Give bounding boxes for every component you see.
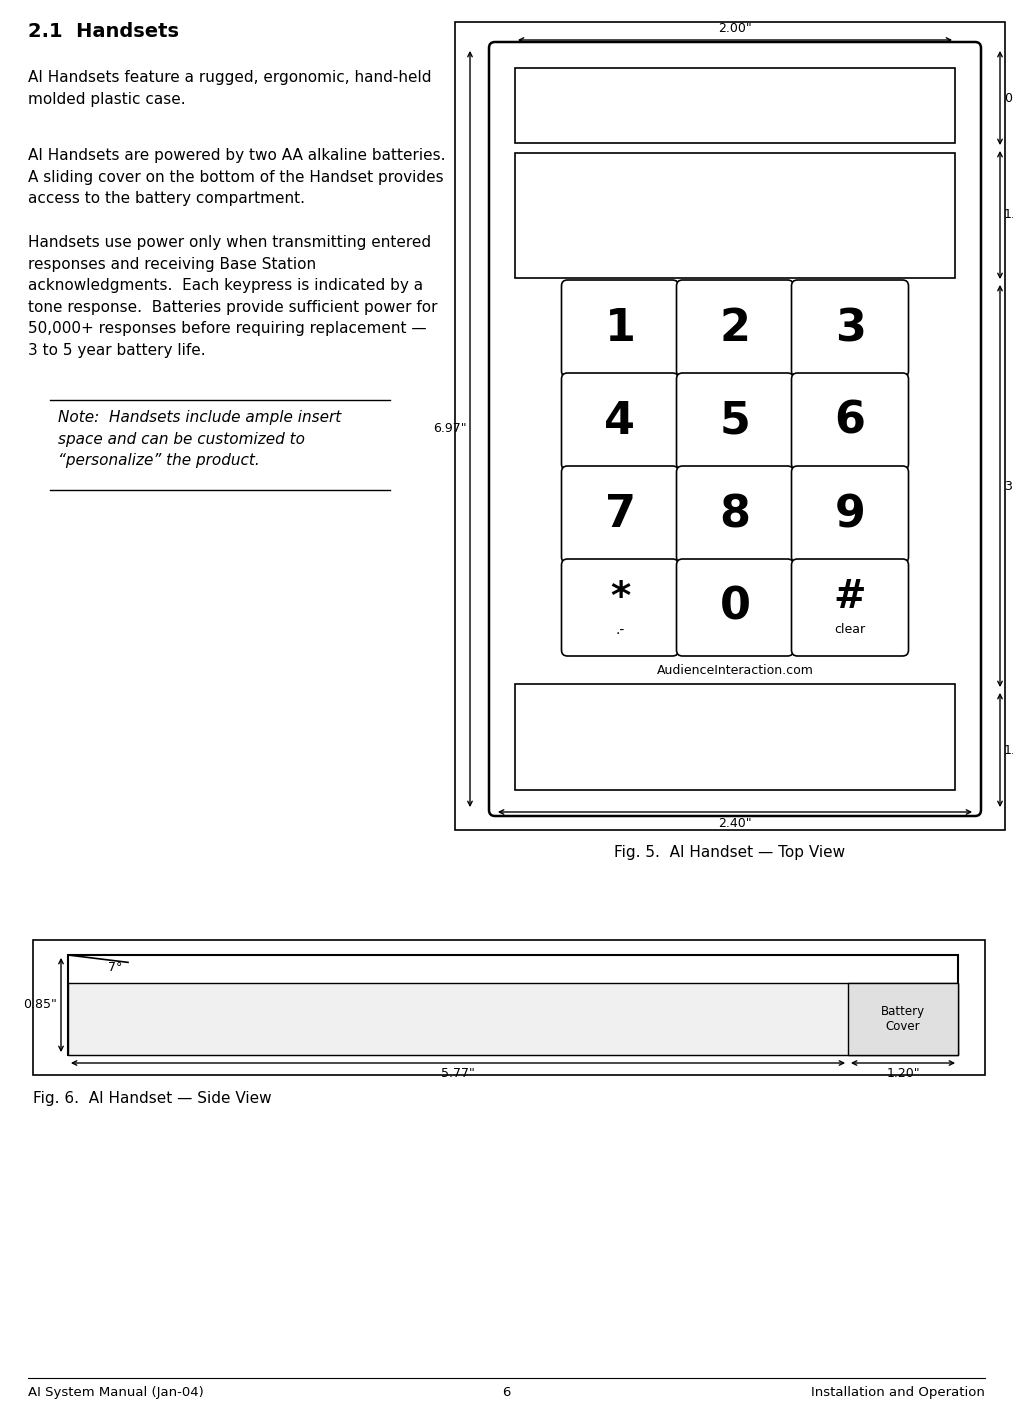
Text: 2.00": 2.00" [718, 23, 752, 35]
Text: AI Handsets feature a rugged, ergonomic, hand-held
molded plastic case.: AI Handsets feature a rugged, ergonomic,… [28, 70, 432, 107]
Bar [515, 153, 955, 277]
Bar [68, 983, 958, 1055]
Text: 6: 6 [835, 400, 865, 444]
FancyBboxPatch shape [791, 559, 909, 656]
Bar [515, 68, 955, 144]
FancyBboxPatch shape [561, 559, 679, 656]
Text: Battery
Cover: Battery Cover [881, 1004, 925, 1033]
Text: 7°: 7° [108, 962, 123, 974]
Text: clear: clear [835, 622, 865, 636]
Text: Handsets use power only when transmitting entered
responses and receiving Base S: Handsets use power only when transmittin… [28, 235, 438, 358]
FancyBboxPatch shape [561, 280, 679, 377]
FancyBboxPatch shape [791, 373, 909, 470]
FancyBboxPatch shape [791, 466, 909, 563]
Text: 1: 1 [605, 307, 635, 351]
FancyBboxPatch shape [561, 373, 679, 470]
Text: 6: 6 [501, 1385, 511, 1400]
Text: AI System Manual (Jan-04): AI System Manual (Jan-04) [28, 1385, 204, 1400]
Bar [33, 941, 985, 1074]
FancyBboxPatch shape [677, 373, 793, 470]
Text: 5.77": 5.77" [441, 1067, 475, 1080]
Bar [68, 955, 958, 1055]
Text: 7: 7 [605, 493, 635, 536]
Text: 4: 4 [605, 400, 635, 444]
Text: 6.97": 6.97" [434, 422, 467, 435]
Text: AI Handsets are powered by two AA alkaline batteries.
A sliding cover on the bot: AI Handsets are powered by two AA alkali… [28, 148, 446, 206]
Text: Installation and Operation: Installation and Operation [811, 1385, 985, 1400]
FancyBboxPatch shape [561, 466, 679, 563]
Text: 2.40": 2.40" [718, 817, 752, 829]
Bar [455, 23, 1005, 829]
Text: 3.38": 3.38" [1004, 480, 1013, 493]
Bar [848, 983, 958, 1055]
FancyBboxPatch shape [677, 559, 793, 656]
Text: Fig. 5.  AI Handset — Top View: Fig. 5. AI Handset — Top View [615, 845, 846, 860]
FancyBboxPatch shape [677, 466, 793, 563]
FancyBboxPatch shape [791, 280, 909, 377]
Text: 8: 8 [719, 493, 751, 536]
Text: 3: 3 [835, 307, 865, 351]
Text: 1.31": 1.31" [1004, 743, 1013, 756]
Bar [515, 684, 955, 790]
Text: Fig. 6.  AI Handset — Side View: Fig. 6. AI Handset — Side View [33, 1091, 271, 1107]
Text: 1.10": 1.10" [1004, 208, 1013, 221]
Text: 2: 2 [719, 307, 751, 351]
Text: 0: 0 [719, 586, 751, 629]
FancyBboxPatch shape [677, 280, 793, 377]
Text: 0.67": 0.67" [1004, 92, 1013, 104]
Text: 1.20": 1.20" [886, 1067, 920, 1080]
Text: .-: .- [615, 622, 625, 636]
Text: 2.1  Handsets: 2.1 Handsets [28, 23, 179, 41]
Text: #: # [834, 579, 866, 617]
Text: 9: 9 [835, 493, 865, 536]
Text: 0.85": 0.85" [23, 998, 57, 1011]
FancyBboxPatch shape [489, 42, 981, 817]
Text: AudienceInteraction.com: AudienceInteraction.com [656, 665, 813, 677]
Text: 5: 5 [719, 400, 751, 444]
Text: *: * [610, 579, 630, 617]
Text: Note:  Handsets include ample insert
space and can be customized to
“personalize: Note: Handsets include ample insert spac… [58, 410, 341, 469]
